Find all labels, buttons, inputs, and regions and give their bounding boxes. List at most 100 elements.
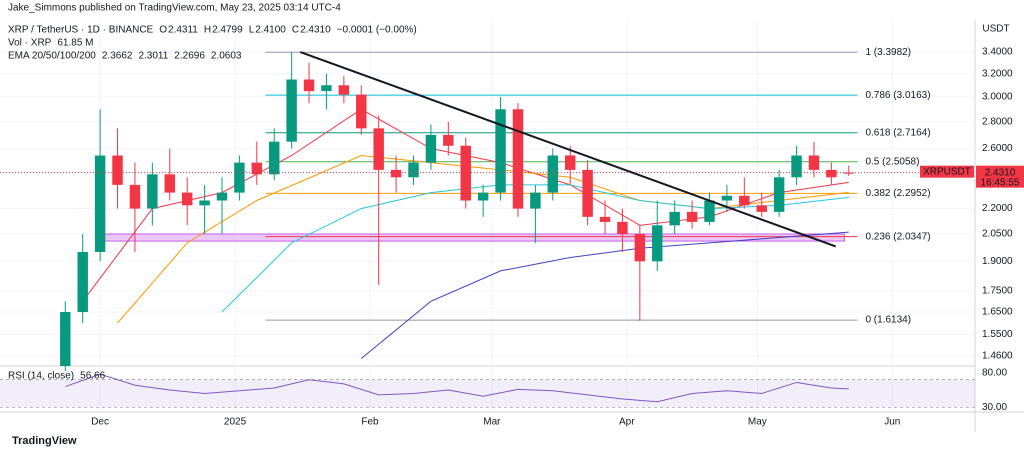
ema-value: 2.3662 [102, 51, 133, 62]
ohlc-value: 2.4100 [255, 25, 286, 36]
candle-body [112, 155, 123, 185]
candle-body [791, 155, 802, 178]
volume-label: Vol · XRP [8, 38, 52, 49]
rsi-line [65, 373, 849, 403]
rsi-tick-label: 30.00 [982, 402, 1007, 413]
y-tick-label: 1.5500 [982, 329, 1013, 340]
candle-body [652, 225, 663, 262]
y-tick-label: 2.8000 [982, 117, 1013, 128]
support-zone [95, 233, 845, 242]
ohlc-value: 2.4311 [168, 25, 198, 36]
fib-label: 0.5 (2.5058) [865, 156, 919, 167]
countdown: 16:45:55 [981, 177, 1020, 188]
x-tick-label: Dec [91, 417, 109, 428]
ohlc-key: H [204, 25, 211, 36]
last-price-tag [976, 165, 1024, 188]
candle-body [564, 155, 576, 170]
fib-label: 0 (1.6134) [865, 315, 911, 326]
fib-label: 0.786 (3.0163) [865, 90, 930, 101]
x-tick-label: 2025 [224, 417, 247, 428]
y-tick-label: 2.0500 [982, 229, 1013, 240]
candle-body [512, 109, 524, 209]
candle-body [617, 221, 628, 234]
ohlc-key: C [292, 25, 299, 36]
footer: TradingView [12, 435, 77, 447]
candle-body [495, 109, 506, 193]
candle-body [251, 162, 263, 175]
candle-body [286, 79, 297, 142]
last-price-label: 2.4310 [985, 167, 1016, 178]
candle-body [216, 192, 228, 201]
candle-body [826, 169, 837, 178]
candle-body [234, 162, 245, 193]
candle-body [408, 162, 419, 178]
x-tick-label: Jun [884, 417, 900, 428]
y-tick-label: 2.2000 [982, 203, 1013, 214]
y-tick-label: 1.7500 [982, 286, 1013, 297]
candle-body [443, 134, 454, 146]
candle-body [321, 85, 332, 92]
candle-body [373, 128, 384, 170]
symbol-tag-label: XRPUSDT [923, 166, 971, 177]
y-tick-label: 1.6500 [982, 307, 1013, 318]
candle-body [773, 177, 785, 212]
candle-body [356, 94, 367, 129]
published: Jake_Simmons published on TradingView.co… [8, 3, 341, 14]
x-tick-label: Mar [483, 417, 501, 428]
trendline [299, 51, 837, 248]
candle-body [739, 195, 750, 206]
candle-body [181, 192, 193, 206]
candle-body [338, 85, 350, 95]
candle-body [686, 211, 698, 222]
x-tick-label: Apr [619, 417, 635, 428]
candle-body [94, 155, 106, 252]
ema-label: EMA 20/50/100/200 [8, 51, 96, 62]
y-tick-label: 3.4000 [982, 47, 1013, 58]
candle-body [756, 205, 767, 212]
ema-value: 2.0603 [211, 51, 242, 62]
rsi-value: 56.66 [80, 371, 105, 382]
ema-line [360, 231, 849, 359]
candle-body [634, 233, 646, 262]
candle-body [599, 216, 611, 222]
ema-value: 2.3011 [138, 51, 168, 62]
candle-body [669, 211, 680, 226]
candle-body [60, 312, 71, 367]
candle-body [129, 184, 141, 209]
candle-body [147, 174, 158, 209]
symbol-tag [920, 165, 974, 178]
candle-body [477, 192, 489, 201]
rsi-band [0, 379, 975, 408]
fib-label: 0.236 (2.0347) [865, 231, 930, 242]
ohlc-key: O [159, 25, 167, 36]
rsi-title: RSI (14, close) [8, 371, 74, 382]
candle-body [199, 200, 210, 206]
rsi-tick-label: 80.00 [982, 367, 1007, 378]
fib-label: 0.618 (2.7164) [865, 127, 930, 138]
candle-body [721, 195, 733, 201]
candle-body [425, 134, 437, 163]
candle-body [530, 192, 541, 209]
y-tick-label: 3.2000 [982, 68, 1013, 79]
candle-body [303, 79, 315, 92]
candle-body [77, 251, 88, 313]
y-tick-label: 3.0000 [982, 92, 1013, 103]
change: −0.0001 (−0.00%) [337, 25, 417, 36]
candle-body [268, 141, 280, 175]
candle-body [843, 172, 854, 174]
fib-label: 1 (3.3982) [865, 47, 911, 58]
fib-label: 0.382 (2.2952) [865, 188, 930, 199]
x-tick-label: Feb [361, 417, 379, 428]
unit: USDT [982, 24, 1009, 35]
volume-value: 61.85 M [57, 38, 93, 49]
x-tick-label: May [748, 417, 767, 428]
ohlc-value: 2.4310 [300, 25, 331, 36]
y-tick-label: 2.6000 [982, 143, 1013, 154]
candle-body [808, 155, 820, 170]
candle-body [547, 155, 559, 193]
ohlc-value: 2.4799 [212, 25, 243, 36]
ohlc-key: L [249, 25, 255, 36]
symbol: XRP / TetherUS · 1D · BINANCE [8, 25, 154, 36]
